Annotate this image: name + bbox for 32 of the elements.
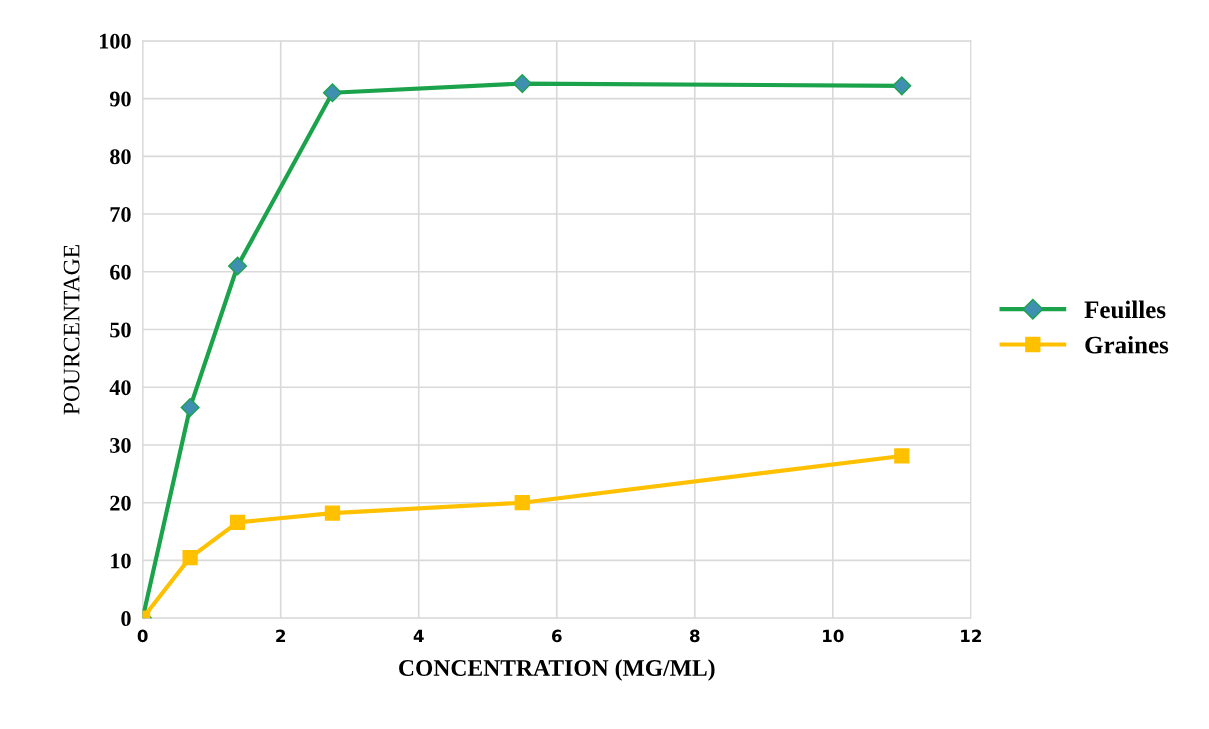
x-tick-label: 12 <box>961 629 981 642</box>
y-tick-label: 20 <box>110 495 131 511</box>
point <box>514 495 530 511</box>
x-tick-label: 2 <box>276 629 286 642</box>
y-tick-label: 10 <box>111 553 131 569</box>
legend-label: Graines <box>1085 335 1169 354</box>
x-tick-label: 10 <box>823 629 844 643</box>
x-tick-label: 0 <box>137 629 148 643</box>
y-axis-title: POURCENTAGE <box>63 245 80 415</box>
y-tick-label: 0 <box>121 611 131 627</box>
point <box>324 505 341 521</box>
y-tick-label: 30 <box>110 437 131 453</box>
point <box>894 448 910 464</box>
y-tick-label: 60 <box>110 264 131 280</box>
y-tick-label: 80 <box>110 149 131 165</box>
x-tick-label: 6 <box>551 629 562 643</box>
point <box>892 76 912 96</box>
x-tick-label: 4 <box>413 629 424 642</box>
point <box>512 74 532 94</box>
x-axis-title: CONCENTRATION (MG/ML) <box>399 659 715 681</box>
point <box>228 256 248 276</box>
legend-label: Feuilles <box>1084 300 1166 319</box>
y-tick-label: 40 <box>109 380 131 396</box>
point <box>182 549 198 566</box>
x-tick-label: 8 <box>689 629 700 643</box>
y-tick-label: 70 <box>110 206 131 222</box>
y-tick-label: 100 <box>100 33 131 49</box>
point <box>322 83 342 103</box>
y-tick-label: 90 <box>109 91 131 107</box>
point <box>229 514 246 530</box>
point <box>180 397 200 417</box>
y-tick-label: 50 <box>110 322 131 338</box>
